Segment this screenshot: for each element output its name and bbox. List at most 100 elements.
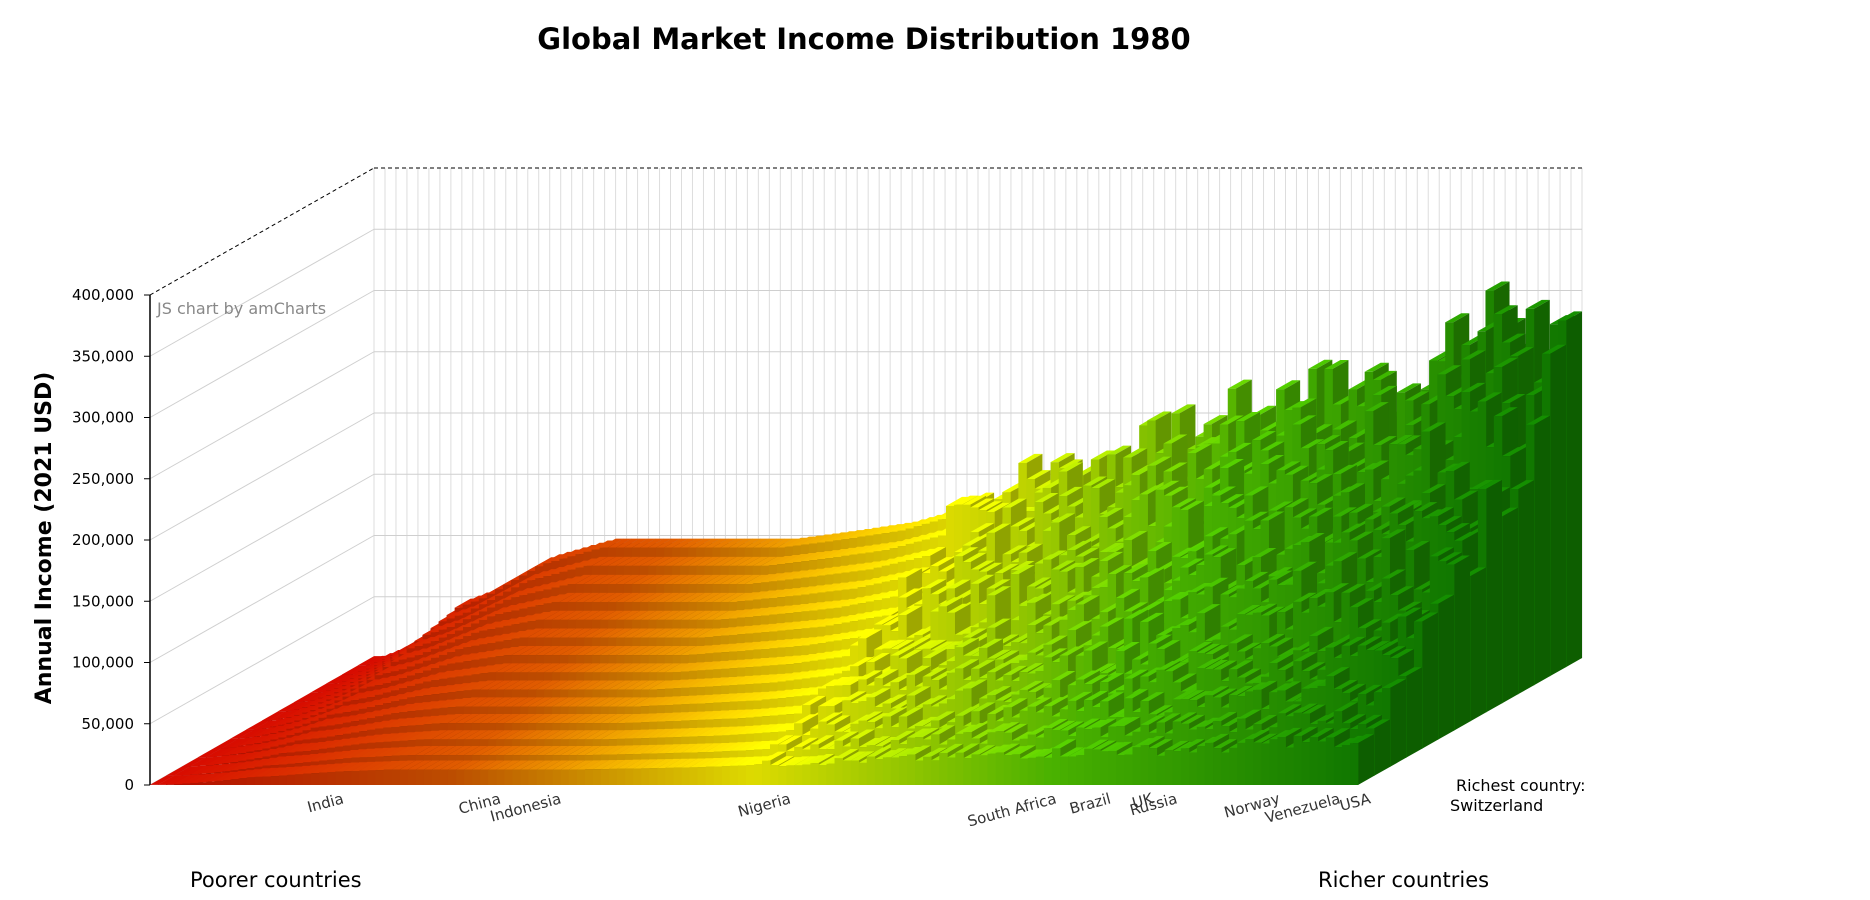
bar-top bbox=[809, 618, 834, 628]
bar-top bbox=[760, 589, 786, 599]
bar-side bbox=[1470, 567, 1486, 722]
bar-top bbox=[1204, 577, 1229, 587]
bar-top bbox=[640, 628, 665, 638]
bar-top bbox=[704, 556, 729, 566]
bar-top bbox=[664, 628, 689, 638]
bar-top bbox=[1123, 564, 1148, 574]
bar-top bbox=[1050, 453, 1075, 463]
bar-top bbox=[720, 574, 745, 585]
bar-top bbox=[1493, 358, 1518, 368]
bar-top bbox=[1051, 595, 1076, 605]
bar-top bbox=[776, 555, 801, 565]
bar-top bbox=[696, 574, 721, 585]
bar-top bbox=[551, 592, 576, 602]
bar-top bbox=[647, 538, 672, 548]
bar-top bbox=[1139, 568, 1164, 578]
bar-top bbox=[970, 498, 995, 508]
bar-top bbox=[769, 639, 794, 649]
bar-top bbox=[696, 644, 721, 654]
bar-top bbox=[753, 640, 778, 650]
bar-top bbox=[930, 641, 955, 651]
bar-top bbox=[1002, 498, 1027, 508]
bar-top bbox=[559, 610, 584, 620]
bar-top bbox=[608, 645, 633, 656]
bar-top bbox=[527, 628, 552, 638]
bar-top bbox=[688, 592, 713, 602]
bar-top bbox=[768, 572, 793, 582]
bar-top bbox=[495, 647, 520, 657]
bar-top bbox=[1292, 561, 1317, 571]
bar-top bbox=[705, 660, 730, 670]
bar-top bbox=[591, 592, 616, 602]
bar-top bbox=[487, 663, 512, 673]
bar-top bbox=[696, 556, 721, 566]
bar-top bbox=[559, 645, 585, 656]
bar-top bbox=[1477, 479, 1502, 489]
bar-top bbox=[1027, 593, 1052, 603]
bar-top bbox=[1461, 382, 1486, 392]
bar-top bbox=[737, 658, 762, 668]
bar-top bbox=[801, 619, 826, 629]
bar-top bbox=[744, 591, 769, 601]
bar-top bbox=[744, 607, 770, 617]
bar-top bbox=[1147, 541, 1172, 552]
grid-diagonal bbox=[149, 596, 375, 725]
bar-top bbox=[745, 658, 770, 668]
bar-top bbox=[607, 556, 632, 566]
bar-top bbox=[519, 645, 544, 656]
bar-top bbox=[1026, 470, 1051, 480]
bar-top bbox=[865, 543, 890, 553]
bar-top bbox=[1389, 435, 1414, 445]
bar-top bbox=[833, 564, 858, 574]
bar-top bbox=[648, 645, 673, 656]
y-tick-label: 400,000 bbox=[72, 286, 134, 304]
bar-top bbox=[1075, 558, 1100, 568]
bar-top bbox=[583, 610, 608, 620]
bar-top bbox=[615, 556, 640, 566]
bar-top bbox=[793, 603, 818, 613]
bar-top bbox=[1332, 507, 1358, 517]
bar-top bbox=[954, 495, 979, 505]
bar-top bbox=[1042, 550, 1068, 560]
bar-top bbox=[607, 592, 633, 602]
bar-top bbox=[768, 538, 793, 548]
bar-top bbox=[1235, 412, 1260, 422]
bar-top bbox=[1501, 333, 1526, 343]
bar-top bbox=[568, 645, 593, 656]
bar-top bbox=[1268, 501, 1293, 511]
bar-top bbox=[616, 628, 641, 638]
bar-top bbox=[632, 628, 657, 638]
bar-side bbox=[1502, 507, 1518, 704]
bar-top bbox=[833, 547, 858, 557]
bar-top bbox=[640, 592, 665, 602]
bar-top bbox=[1188, 583, 1213, 593]
bar-top bbox=[800, 535, 825, 545]
bar-top bbox=[1018, 453, 1043, 463]
bar-top bbox=[970, 574, 995, 584]
bar-top bbox=[1018, 543, 1043, 553]
bar-top bbox=[1333, 552, 1358, 562]
bar-top bbox=[1260, 441, 1285, 451]
bar-top bbox=[310, 683, 335, 693]
bar-top bbox=[592, 645, 617, 656]
bar-top bbox=[664, 592, 689, 602]
bar-top bbox=[631, 538, 656, 548]
bar-top bbox=[1204, 545, 1229, 555]
bar-top bbox=[511, 663, 536, 673]
bar-top bbox=[922, 639, 947, 649]
bar-top bbox=[439, 669, 464, 679]
bar-top bbox=[792, 536, 817, 546]
bar-top bbox=[664, 610, 689, 620]
bar-top bbox=[616, 645, 641, 656]
bar-top bbox=[672, 662, 697, 672]
bar-top bbox=[704, 574, 729, 585]
bar-top bbox=[1220, 458, 1245, 469]
bar-top bbox=[567, 592, 592, 602]
bar-top bbox=[326, 674, 351, 684]
bar-top bbox=[1349, 531, 1374, 541]
bar-top bbox=[648, 663, 673, 673]
bar-top bbox=[962, 628, 987, 638]
bar-top bbox=[761, 639, 786, 649]
bar-top bbox=[1244, 571, 1269, 581]
bar-top bbox=[1445, 523, 1470, 533]
